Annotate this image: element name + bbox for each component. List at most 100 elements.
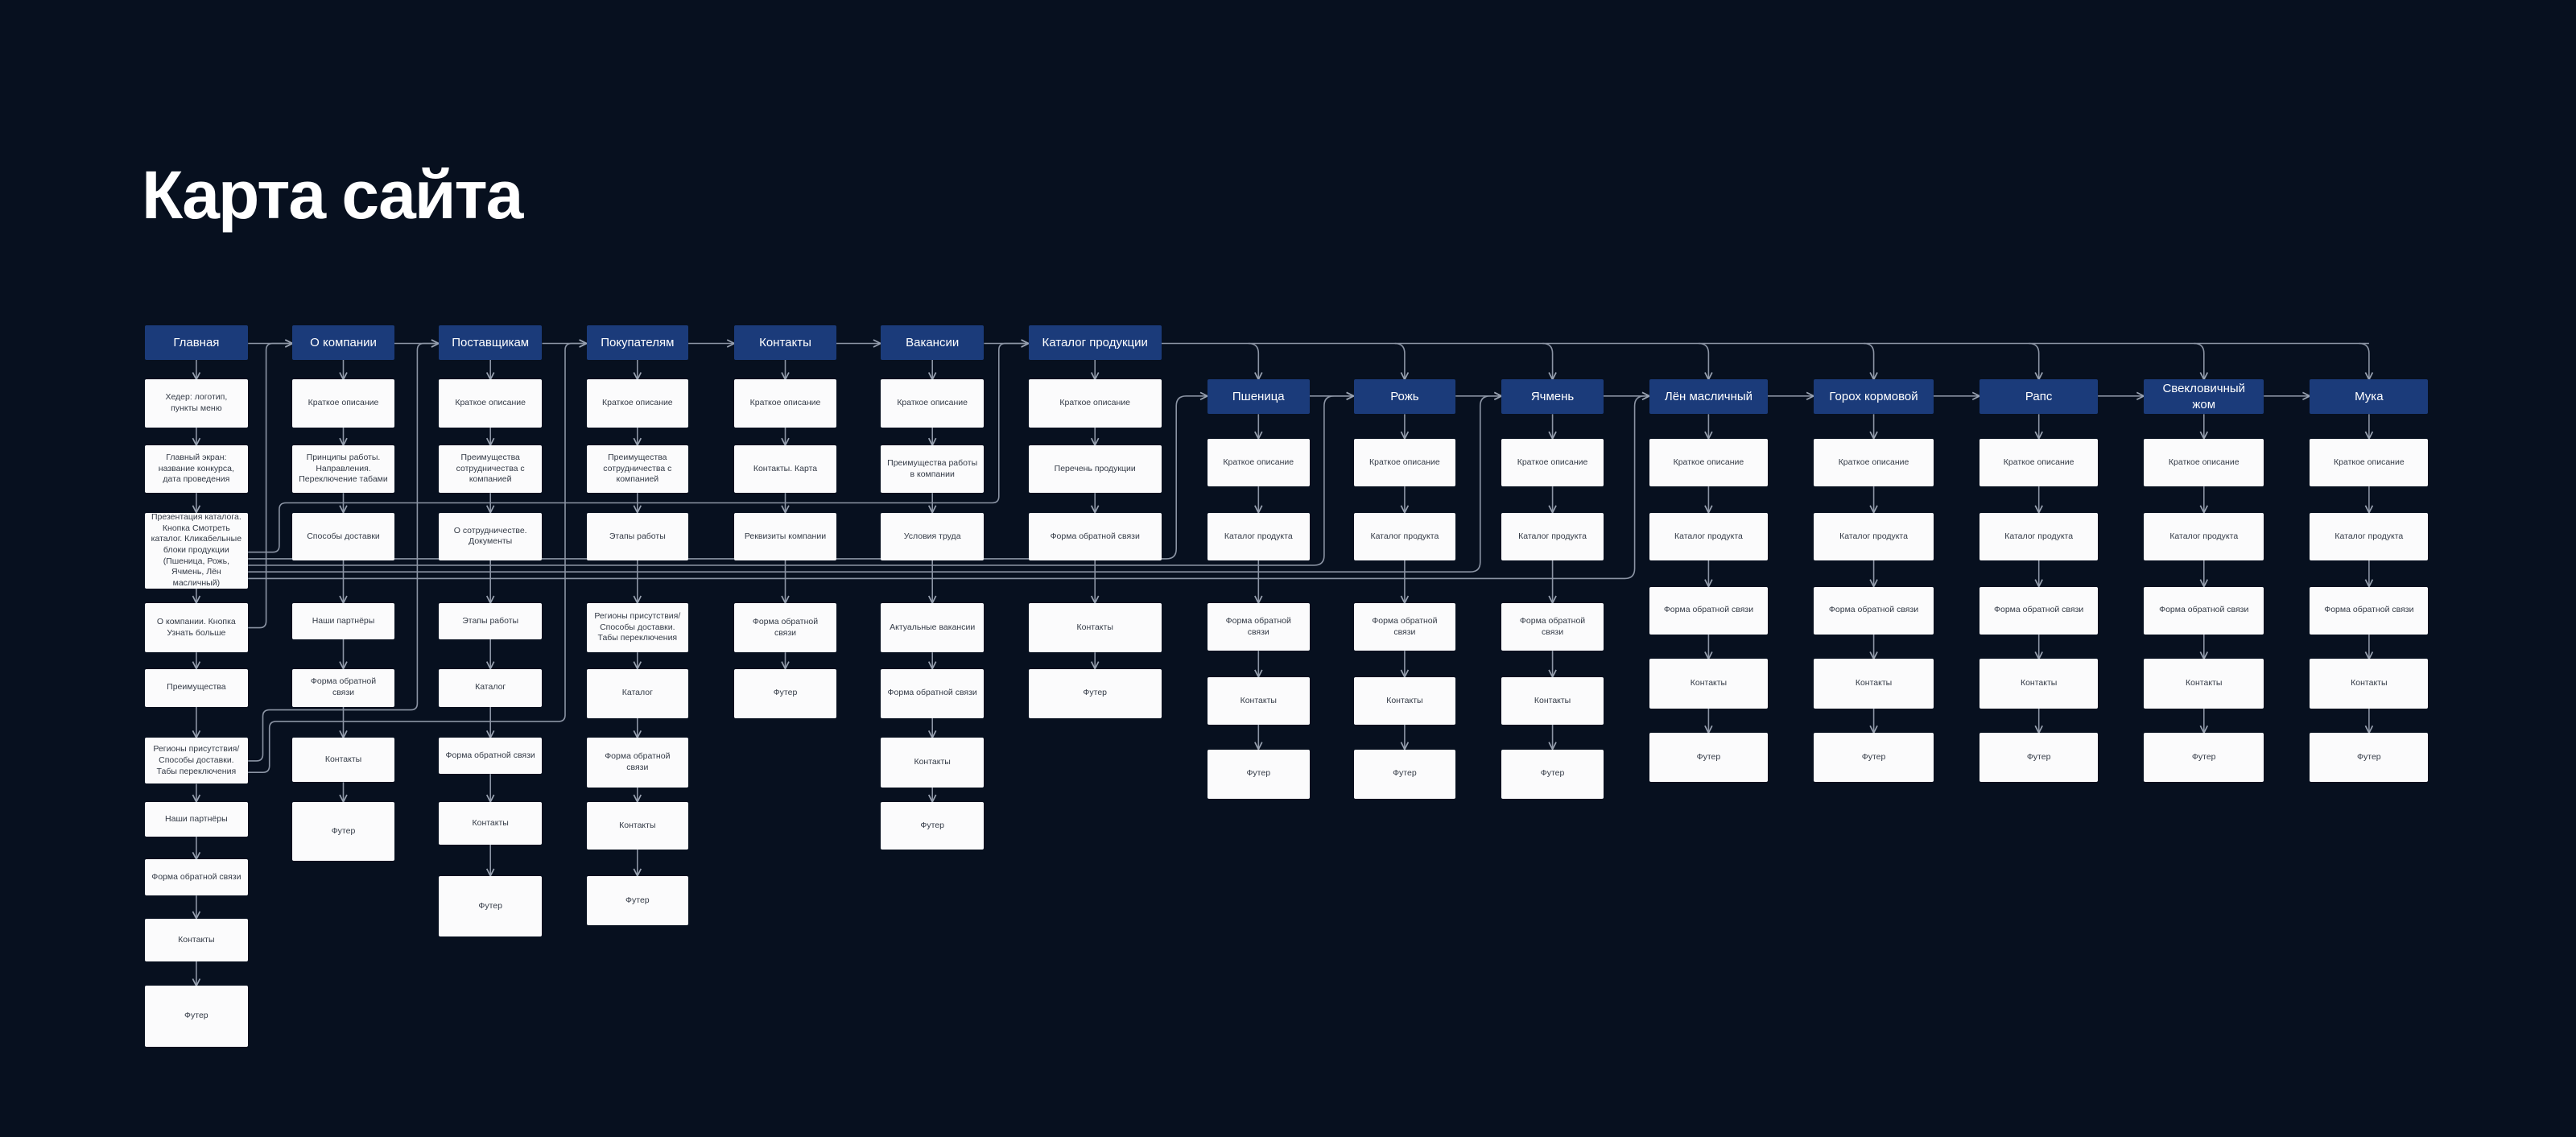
- page-block: Футер: [2144, 733, 2264, 783]
- connector: [2359, 342, 2369, 380]
- page-block: Краткое описание: [880, 379, 985, 428]
- page-block: Футер: [144, 986, 249, 1047]
- connector: [248, 396, 1208, 560]
- page-title: Карта сайта: [142, 157, 523, 233]
- page-block: Краткое описание: [1979, 438, 2099, 487]
- page-block: Форма обратной связи: [144, 859, 249, 896]
- page-block: Краткое описание: [292, 379, 394, 428]
- page-block: Каталог: [438, 668, 543, 707]
- page-block: Форма обратной связи: [1649, 586, 1768, 635]
- section-header: Вакансии: [880, 325, 985, 360]
- page-block: Презентация каталога. Кнопка Смотреть ка…: [144, 512, 249, 589]
- page-block: Форма обратной связи: [1501, 602, 1604, 651]
- section-header: Главная: [144, 325, 249, 360]
- page-block: Футер: [1649, 733, 1768, 783]
- section-header: Свекловичный жом: [2144, 379, 2264, 415]
- page-block: Форма обратной связи: [438, 738, 543, 775]
- page-block: Каталог продукта: [1814, 512, 1934, 560]
- page-block: Этапы работы: [438, 602, 543, 639]
- section-header: Горох кормовой: [1814, 379, 1934, 415]
- connector: [1864, 342, 1873, 380]
- page-block: Краткое описание: [438, 379, 543, 428]
- connector: [1542, 342, 1552, 380]
- page-block: Этапы работы: [586, 512, 689, 560]
- section-header: О компании: [292, 325, 394, 360]
- page-block: Регионы присутствия/ Способы доставки. Т…: [144, 738, 249, 784]
- page-block: Краткое описание: [1028, 379, 1162, 428]
- page-block: Контакты: [880, 738, 985, 788]
- section-header: Рапс: [1979, 379, 2099, 415]
- page-block: Форма обратной связи: [734, 602, 836, 653]
- section-header: Лён масличный: [1649, 379, 1768, 415]
- connector: [2194, 342, 2204, 380]
- page-block: Футер: [734, 668, 836, 718]
- page-block: Краткое описание: [1353, 438, 1456, 487]
- page-block: Краткое описание: [734, 379, 836, 428]
- connector: [248, 396, 1353, 566]
- page-block: Каталог продукта: [1501, 512, 1604, 560]
- page-block: Контакты: [1208, 676, 1310, 725]
- connector: [1699, 342, 1708, 380]
- page-block: Футер: [1353, 749, 1456, 799]
- page-block: Футер: [438, 875, 543, 937]
- page-block: Преимущества: [144, 668, 249, 707]
- page-block: Контакты: [1649, 659, 1768, 709]
- page-block: Форма обратной связи: [586, 738, 689, 788]
- page-block: Каталог продукта: [1979, 512, 2099, 560]
- connector: [248, 344, 292, 629]
- section-header: Поставщикам: [438, 325, 543, 360]
- page-block: Краткое описание: [1814, 438, 1934, 487]
- page-block: Форма обратной связи: [880, 668, 985, 718]
- page-block: Футер: [1979, 733, 2099, 783]
- page-block: Хедер: логотип, пункты меню: [144, 379, 249, 428]
- page-block: Форма обратной связи: [292, 668, 394, 707]
- page-block: Контакты: [2310, 659, 2429, 709]
- connector: [1248, 342, 1258, 380]
- section-header: Каталог продукции: [1028, 325, 1162, 360]
- page-block: Краткое описание: [2144, 438, 2264, 487]
- page-block: Принципы работы. Направления. Переключен…: [292, 445, 394, 494]
- page-block: Главный экран: название конкурса, дата п…: [144, 445, 249, 494]
- page-block: Футер: [880, 801, 985, 850]
- page-block: Контакты: [144, 918, 249, 961]
- page-block: Форма обратной связи: [1028, 512, 1162, 560]
- connector: [248, 396, 1501, 573]
- page-block: Контакты: [1353, 676, 1456, 725]
- page-block: Способы доставки: [292, 512, 394, 560]
- page-block: Актуальные вакансии: [880, 602, 985, 653]
- page-block: Регионы присутствия/ Способы доставки. Т…: [586, 602, 689, 653]
- page-block: Форма обратной связи: [2310, 586, 2429, 635]
- page-block: Перечень продукции: [1028, 445, 1162, 494]
- section-header: Контакты: [734, 325, 836, 360]
- section-header: Мука: [2310, 379, 2429, 415]
- page-block: Каталог продукта: [1649, 512, 1768, 560]
- page-block: Футер: [2310, 733, 2429, 783]
- page-block: Контакты: [1814, 659, 1934, 709]
- page-block: Контакты: [292, 738, 394, 783]
- page-block: Футер: [1208, 749, 1310, 799]
- page-block: Футер: [1501, 749, 1604, 799]
- page-block: Каталог: [586, 668, 689, 718]
- page-block: Краткое описание: [586, 379, 689, 428]
- page-block: Преимущества работы в компании: [880, 445, 985, 494]
- page-block: Каталог продукта: [2310, 512, 2429, 560]
- page-block: Контакты: [438, 801, 543, 845]
- section-header: Пшеница: [1208, 379, 1310, 415]
- page-block: Преимущества сотрудничества с компанией: [586, 445, 689, 494]
- page-block: Преимущества сотрудничества с компанией: [438, 445, 543, 494]
- page-block: Форма обратной связи: [1979, 586, 2099, 635]
- section-header: Покупателям: [586, 325, 689, 360]
- page-block: Наши партнёры: [292, 602, 394, 639]
- page-block: Краткое описание: [1649, 438, 1768, 487]
- page-block: Контакты: [1501, 676, 1604, 725]
- page-block: Контакты: [2144, 659, 2264, 709]
- page-block: Каталог продукта: [1353, 512, 1456, 560]
- section-header: Ячмень: [1501, 379, 1604, 415]
- page-block: Форма обратной связи: [1208, 602, 1310, 651]
- page-block: Наши партнёры: [144, 801, 249, 837]
- page-block: Форма обратной связи: [2144, 586, 2264, 635]
- page-block: Футер: [292, 801, 394, 862]
